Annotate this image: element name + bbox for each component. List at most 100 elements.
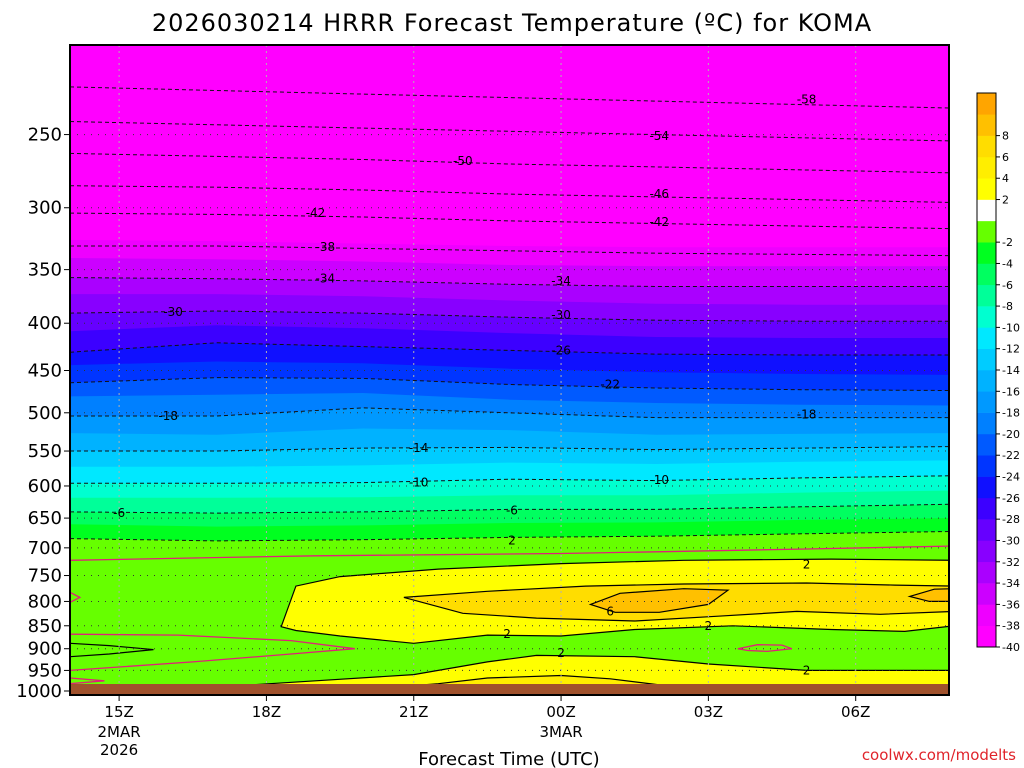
colorbar-label-4: 4: [1002, 172, 1009, 185]
colorbar-swatch-1: [977, 604, 996, 626]
colorbar-label--14: -14: [1002, 364, 1020, 377]
ground-layer: [70, 684, 949, 695]
contour-label--34: -34: [316, 272, 336, 286]
colorbar-label--26: -26: [1002, 492, 1020, 505]
contour-label--10: -10: [649, 473, 669, 487]
ytick-label-400: 400: [28, 313, 62, 334]
colorbar-swatch-21: [977, 178, 996, 200]
colorbar-swatch-4: [977, 540, 996, 563]
colorbar-label--20: -20: [1002, 428, 1020, 441]
xtick-label-15Z: 15Z: [104, 703, 133, 721]
ytick-label-500: 500: [28, 403, 62, 424]
colorbar-swatch-17: [977, 263, 996, 286]
chart-title: 2026030214 HRRR Forecast Temperature (ºC…: [152, 9, 872, 37]
ytick-label-600: 600: [28, 476, 62, 497]
contour-labels: -58 -54 -50 -46 -42 -42 -38 -34 -34 -30 -30 -26 -22 -…: [113, 92, 817, 677]
contour-label--46: -46: [649, 187, 669, 201]
contour-label--6: -6: [113, 506, 125, 520]
freezing-line-3: [70, 677, 105, 685]
ytick-label-450: 450: [28, 360, 62, 381]
colorbar-legend: -40-38-36-34-32-30-28-26-24-22-20-18-16-…: [976, 92, 1020, 654]
warm-layer-3-6: [907, 588, 949, 602]
colorbar-swatch-12: [977, 370, 996, 392]
contour-label--18: -18: [158, 409, 178, 423]
ytick-label-650: 650: [28, 508, 62, 529]
ytick-label-300: 300: [28, 198, 62, 219]
colorbar-swatch-5: [977, 519, 996, 541]
colorbar-label--12: -12: [1002, 343, 1020, 356]
colorbar-label--4: -4: [1002, 257, 1013, 270]
colorbar-label--30: -30: [1002, 534, 1020, 547]
colorbar-label--8: -8: [1002, 300, 1013, 313]
xtick-label-00Z: 00Z: [546, 703, 575, 721]
colorbar-swatch-20: [977, 199, 996, 222]
pressure-axis: 2503003504004505005506006507007508008509…: [16, 125, 70, 702]
contour-label--26: -26: [551, 343, 571, 357]
colorbar-swatch-19: [977, 220, 996, 243]
colorbar-label--40: -40: [1002, 641, 1020, 654]
colorbar-label--6: -6: [1002, 279, 1013, 292]
contour-label--22: -22: [600, 378, 620, 392]
ytick-label-700: 700: [28, 538, 62, 559]
colorbar-swatch-2: [977, 583, 996, 605]
grid-lines: [70, 45, 949, 695]
freezing-line-4: [737, 644, 793, 653]
warm-layer-2-6: [588, 588, 730, 613]
contour-label--42: -42: [649, 215, 669, 229]
colorbar-swatch-3: [977, 561, 996, 584]
credit-text: coolwx.com/modelts: [862, 746, 1016, 764]
contour-label--58: -58: [797, 92, 817, 106]
warm-layer-6--2: [70, 642, 154, 658]
colorbar-label--22: -22: [1002, 449, 1020, 462]
contour-label-2: 2: [803, 558, 811, 572]
contour-label--34: -34: [551, 274, 571, 288]
ytick-label-800: 800: [28, 591, 62, 612]
contour-label--30: -30: [551, 308, 571, 322]
contour-label--10: -10: [409, 476, 429, 490]
colorbar-frame: [976, 92, 997, 648]
colorbar-label--34: -34: [1002, 577, 1020, 590]
ytick-label-1000: 1000: [16, 681, 62, 702]
freezing-line-1: [70, 633, 355, 672]
colorbar-swatch-16: [977, 284, 996, 307]
contour-label--50: -50: [453, 154, 473, 168]
colorbar-label--2: -2: [1002, 236, 1013, 249]
contour-label--30: -30: [163, 305, 183, 319]
xtick-label-06Z: 06Z: [841, 703, 870, 721]
freezing-line-0: [70, 545, 949, 561]
contour-label--6: -6: [506, 504, 518, 518]
freezing-line-2: [70, 591, 82, 603]
colorbar-label--36: -36: [1002, 598, 1020, 611]
contour-label--18: -18: [797, 407, 817, 421]
ytick-label-550: 550: [28, 441, 62, 462]
xtick-label-21Z: 21Z: [399, 703, 428, 721]
x-axis-label: Forecast Time (UTC): [418, 749, 599, 768]
ytick-label-950: 950: [28, 660, 62, 681]
colorbar-swatch-9: [977, 433, 996, 456]
xtick-date-15Z: 2MAR: [98, 723, 141, 741]
colorbar-swatch-6: [977, 497, 996, 520]
xtick-label-03Z: 03Z: [694, 703, 723, 721]
colorbar-swatch-13: [977, 348, 996, 371]
colorbar-swatch-10: [977, 412, 996, 435]
colorbar-swatch-7: [977, 476, 996, 499]
colorbar-label--18: -18: [1002, 407, 1020, 420]
contour-label-2: 2: [503, 627, 511, 641]
contour-label--38: -38: [316, 240, 336, 254]
colorbar-label--24: -24: [1002, 471, 1020, 484]
xtick-date-00Z: 3MAR: [539, 723, 582, 741]
colorbar-swatch-25: [977, 93, 996, 115]
xtick-label-18Z: 18Z: [252, 703, 281, 721]
colorbar-swatch-8: [977, 455, 996, 477]
colorbar-swatch-24: [977, 114, 996, 136]
contour-label-2: 2: [508, 533, 516, 547]
colorbar-label-8: 8: [1002, 130, 1009, 143]
ytick-label-850: 850: [28, 616, 62, 637]
colorbar-label--28: -28: [1002, 513, 1020, 526]
colorbar-label--32: -32: [1002, 556, 1020, 569]
colorbar-swatch-23: [977, 135, 996, 158]
contour-label-6: 6: [606, 604, 614, 618]
colorbar-label-2: 2: [1002, 194, 1009, 207]
